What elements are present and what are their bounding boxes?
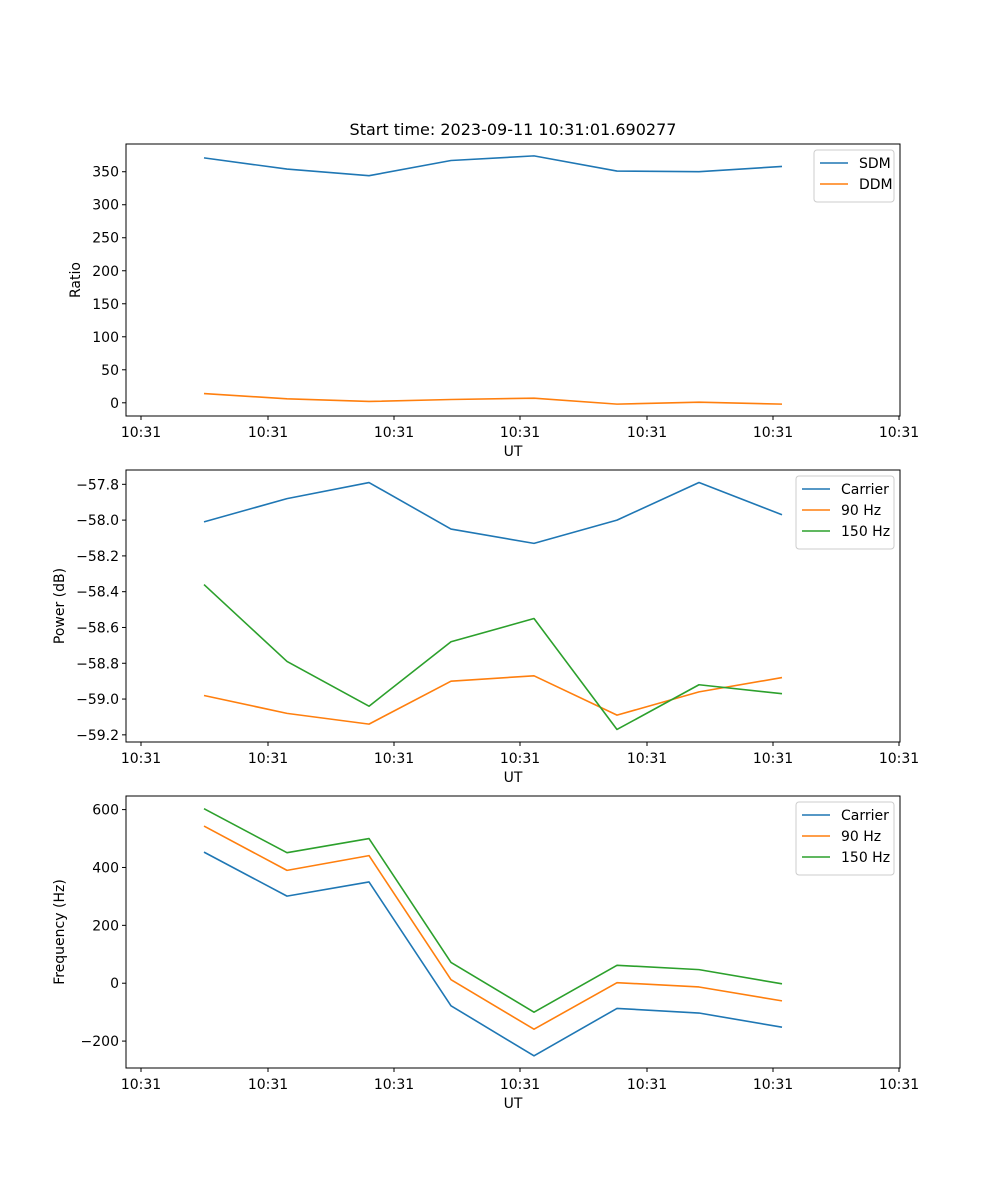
chart-1: Start time: 2023-09-11 10:31:01.690277 10… (68, 120, 919, 460)
y-tick-label: −200 (81, 1034, 119, 1050)
x-axis-label: UT (504, 444, 523, 460)
x-tick-label: 10:31 (753, 751, 793, 767)
legend-label: 90 Hz (841, 503, 881, 519)
x-tick-label: 10:31 (248, 425, 288, 441)
y-tick-label: 600 (92, 803, 119, 819)
x-tick-label: 10:31 (879, 425, 919, 441)
x-tick-label: 10:31 (121, 751, 161, 767)
legend-label: 150 Hz (841, 850, 890, 866)
y-tick-label: 300 (92, 198, 119, 214)
y-tick-label: 0 (110, 976, 119, 992)
x-tick-label: 10:31 (627, 751, 667, 767)
y-axis-label: Power (dB) (52, 568, 68, 644)
y-tick-label: 0 (110, 396, 119, 412)
x-tick-label: 10:31 (500, 1077, 540, 1093)
x-tick-label: 10:31 (121, 425, 161, 441)
y-axis-label: Ratio (68, 262, 84, 298)
chart-2: 10:31 10:31 10:31 10:31 10:31 10:31 10:31 −57.8… (52, 469, 919, 786)
series-line-150-hz (203, 808, 783, 1013)
y-tick-label: −57.8 (76, 477, 119, 493)
series-line-90-hz (203, 825, 783, 1031)
x-tick-label: 10:31 (374, 425, 414, 441)
y-tick-label: 250 (92, 231, 119, 247)
axes-frame (125, 795, 901, 1069)
series-line-150-hz (203, 583, 783, 731)
x-tick-label: 10:31 (500, 425, 540, 441)
x-tick-label: 10:31 (879, 751, 919, 767)
y-tick-label: 350 (92, 165, 119, 181)
x-tick-label: 10:31 (627, 1077, 667, 1093)
x-tick-label: 10:31 (121, 1077, 161, 1093)
y-tick-label: −58.2 (76, 549, 119, 565)
y-tick-label: −58.4 (76, 585, 119, 601)
series-line-sdm (203, 155, 783, 177)
x-tick-label: 10:31 (753, 425, 793, 441)
x-tick-label: 10:31 (248, 751, 288, 767)
x-tick-label: 10:31 (248, 1077, 288, 1093)
y-tick-label: 150 (92, 297, 119, 313)
series-line-90-hz (203, 674, 783, 725)
y-tick-label: −58.6 (76, 620, 119, 636)
y-tick-label: −58.0 (76, 513, 119, 529)
y-axis-label: Frequency (Hz) (52, 879, 68, 985)
y-tick-label: 100 (92, 330, 119, 346)
legend-label: SDM (859, 156, 891, 172)
x-tick-label: 10:31 (753, 1077, 793, 1093)
x-tick-label: 10:31 (374, 1077, 414, 1093)
x-tick-label: 10:31 (879, 1077, 919, 1093)
legend-label: Carrier (841, 808, 889, 824)
x-tick-label: 10:31 (500, 751, 540, 767)
axes-frame (125, 143, 901, 417)
x-axis-label: UT (504, 770, 523, 786)
y-tick-label: −58.8 (76, 656, 119, 672)
legend-label: DDM (859, 177, 893, 193)
y-tick-label: −59.0 (76, 692, 119, 708)
x-tick-label: 10:31 (627, 425, 667, 441)
chart-title: Start time: 2023-09-11 10:31:01.690277 (350, 120, 677, 139)
x-tick-label: 10:31 (374, 751, 414, 767)
legend: Carrier 90 Hz 150 Hz (795, 475, 895, 550)
legend: Carrier 90 Hz 150 Hz (795, 801, 895, 876)
series-line-carrier (203, 481, 783, 545)
y-tick-label: 200 (92, 918, 119, 934)
legend-label: 150 Hz (841, 524, 890, 540)
legend-label: Carrier (841, 482, 889, 498)
axes-frame (125, 469, 901, 743)
x-axis-label: UT (504, 1096, 523, 1112)
y-tick-label: −59.2 (76, 728, 119, 744)
y-tick-label: 400 (92, 860, 119, 876)
legend-label: 90 Hz (841, 829, 881, 845)
y-tick-label: 50 (101, 363, 119, 379)
series-line-carrier (203, 851, 783, 1057)
chart-3: 10:31 10:31 10:31 10:31 10:31 10:31 10:31 600 40… (52, 795, 919, 1112)
legend: SDM DDM (813, 149, 895, 203)
series-line-ddm (203, 392, 783, 405)
y-tick-label: 200 (92, 264, 119, 280)
